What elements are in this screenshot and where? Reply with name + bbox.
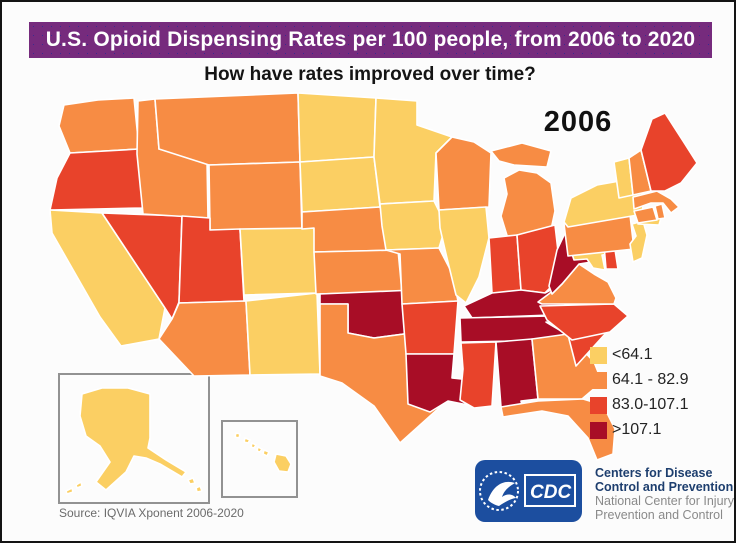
cdc-org-line2: Control and Prevention	[595, 480, 734, 494]
legend-row-low: <64.1	[590, 346, 689, 364]
state-sd	[299, 156, 381, 213]
state-ks	[313, 249, 403, 295]
legend-row-mid: 64.1 - 82.9	[590, 371, 689, 389]
hhs-eagle-icon	[488, 481, 516, 506]
state-ak	[187, 477, 196, 485]
legend-label-mid: 64.1 - 82.9	[612, 371, 689, 388]
state-ak	[79, 387, 187, 491]
state-hi	[250, 442, 257, 449]
source-note: Source: IQVIA Xponent 2006-2020	[59, 506, 244, 520]
state-ia	[379, 200, 447, 251]
state-hi	[262, 449, 270, 457]
cdc-wordmark-box	[524, 474, 576, 507]
state-wy	[208, 161, 303, 233]
state-me	[640, 112, 698, 192]
legend-label-low: <64.1	[612, 346, 653, 363]
cdc-logo-art: CDC	[479, 471, 576, 511]
state-ct	[633, 206, 658, 224]
state-or	[49, 148, 144, 211]
legend-label-high: 83.0-107.1	[612, 396, 689, 413]
state-ar	[401, 300, 459, 355]
state-fl	[500, 398, 616, 461]
state-ms	[459, 341, 497, 409]
state-nm	[245, 292, 321, 376]
legend-row-highest: >107.1	[590, 421, 689, 439]
cdc-org-text: Centers for Disease Control and Preventi…	[595, 466, 734, 522]
legend-label-highest: >107.1	[612, 421, 662, 438]
state-nd	[297, 92, 377, 163]
state-hi	[234, 432, 241, 439]
state-ma	[632, 190, 680, 214]
hawaii-inset-box	[221, 420, 298, 498]
state-ri	[654, 203, 666, 220]
subtitle: How have rates improved over time?	[204, 64, 536, 85]
state-nj	[629, 220, 648, 263]
legend-swatch-highest	[590, 421, 607, 439]
state-ak	[65, 487, 74, 495]
legend-row-high: 83.0-107.1	[590, 396, 689, 414]
hhs-seal-icon	[479, 471, 519, 511]
legend-swatch-mid	[590, 371, 607, 389]
state-hi	[256, 446, 263, 453]
state-mt	[154, 92, 301, 166]
cdc-wordmark: CDC	[530, 482, 571, 503]
state-co	[239, 227, 318, 296]
title-banner: U.S. Opioid Dispensing Rates per 100 peo…	[29, 22, 712, 58]
cdc-org-line4: Prevention and Control	[595, 508, 723, 522]
cdc-logo: CDC	[475, 460, 582, 522]
page-title: U.S. Opioid Dispensing Rates per 100 peo…	[45, 28, 696, 51]
state-mi	[490, 142, 552, 168]
legend-swatch-low	[590, 346, 607, 364]
state-wa	[58, 97, 140, 154]
cdc-org-line3: National Center for Injury	[595, 494, 734, 508]
state-in	[488, 234, 522, 300]
year-label: 2006	[543, 106, 613, 138]
state-ak	[75, 481, 83, 489]
alaska-inset-box	[58, 373, 210, 504]
state-wi	[435, 136, 492, 211]
legend-swatch-high	[590, 396, 607, 414]
state-al	[495, 338, 539, 410]
legend: <64.1 64.1 - 82.9 83.0-107.1 >107.1	[590, 346, 689, 446]
state-hi	[243, 437, 251, 444]
cdc-org-line1: Centers for Disease	[595, 466, 713, 480]
state-hi	[273, 453, 292, 473]
state-ak	[195, 485, 203, 493]
state-il	[438, 206, 490, 304]
